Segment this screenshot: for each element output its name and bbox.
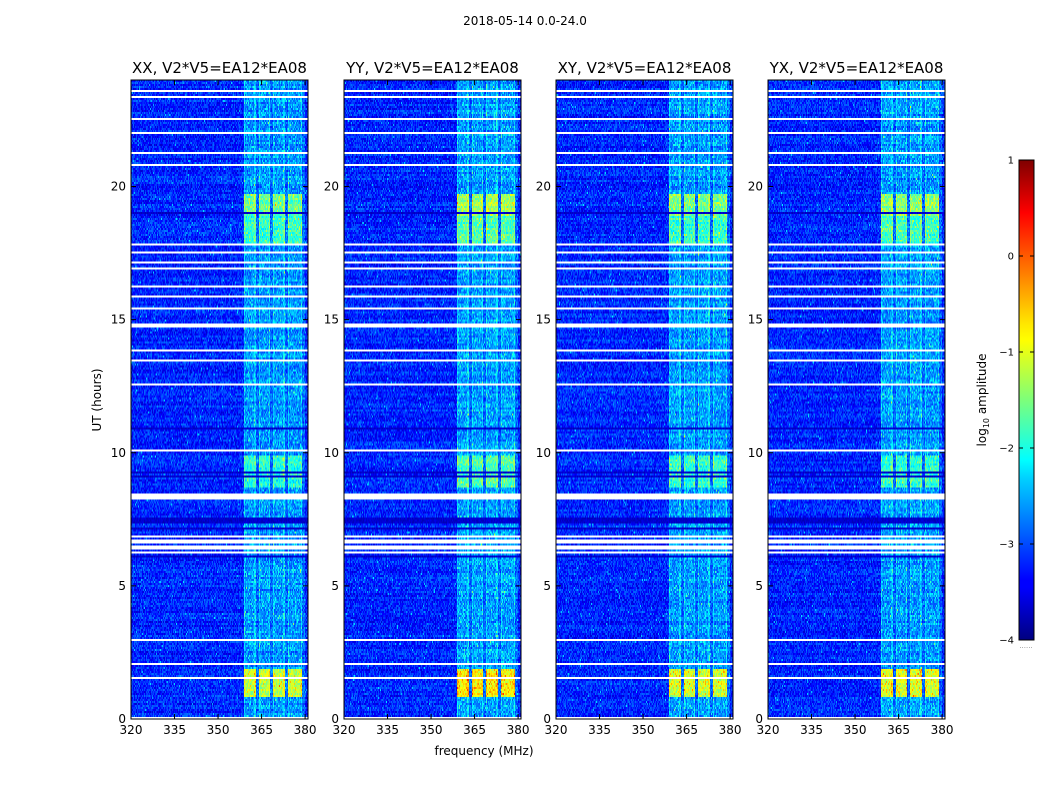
y-tick-label: 15 — [748, 313, 763, 327]
y-tick-label: 15 — [111, 313, 126, 327]
panel-title: XX, V2*V5=EA12*EA08 — [132, 59, 307, 77]
axes-frame — [130, 79, 309, 720]
y-tick-label: 15 — [324, 313, 339, 327]
x-tick-label: 380 — [719, 723, 742, 737]
waterfall-panel-4: YX, V2*V5=EA12*EA08 320 335 350 365 380 0 5 10 15… — [748, 59, 954, 737]
colorbar-label-sub: 10 — [982, 418, 991, 428]
x-tick-label: 365 — [463, 723, 486, 737]
x-tick-label: 350 — [420, 723, 443, 737]
x-tick-label: 320 — [120, 723, 143, 737]
y-tick-label: 0 — [331, 712, 339, 726]
y-tick-label: 0 — [755, 712, 763, 726]
x-tick-label: 335 — [588, 723, 611, 737]
colorbar-label-rest: amplitude — [975, 354, 989, 418]
y-tick-label: 5 — [331, 579, 339, 593]
x-tick-label: 335 — [376, 723, 399, 737]
x-tick-label: 380 — [294, 723, 317, 737]
x-tick-label: 320 — [333, 723, 356, 737]
colorbar-label: log10 amplitude — [975, 354, 991, 447]
y-tick-label: 10 — [324, 446, 339, 460]
waterfall-image — [131, 80, 308, 719]
y-tick-label: 20 — [748, 180, 763, 194]
axes-frame — [555, 79, 734, 720]
axes-frame — [767, 79, 946, 720]
y-tick-label: 10 — [111, 446, 126, 460]
panel-title: YY, V2*V5=EA12*EA08 — [345, 59, 519, 77]
colorbar-tick-label: −3 — [999, 540, 1014, 551]
waterfall-image — [768, 80, 945, 719]
y-tick-label: 5 — [543, 579, 551, 593]
y-axis-label: UT (hours) — [90, 368, 104, 431]
waterfall-panel-1: XX, V2*V5=EA12*EA08 320 335 350 365 380 0 5 10 15… — [111, 59, 317, 737]
x-axis-label: frequency (MHz) — [434, 744, 533, 758]
x-tick-label: 350 — [844, 723, 867, 737]
colorbar-tick-label: 0 — [1008, 252, 1014, 263]
x-tick-label: 335 — [163, 723, 186, 737]
x-tick-label: 365 — [675, 723, 698, 737]
y-tick-label: 0 — [118, 712, 126, 726]
x-tick-label: 335 — [800, 723, 823, 737]
x-tick-label: 320 — [757, 723, 780, 737]
y-tick-label: 0 — [543, 712, 551, 726]
colorbar-tick-label: −4 — [999, 636, 1014, 647]
y-tick-label: 10 — [536, 446, 551, 460]
colorbar-tick-label: −1 — [999, 348, 1014, 359]
x-tick-label: 365 — [887, 723, 910, 737]
panel-title: XY, V2*V5=EA12*EA08 — [558, 59, 732, 77]
colorbar-label-base: log — [975, 428, 989, 446]
y-tick-label: 20 — [324, 180, 339, 194]
y-tick-label: 20 — [111, 180, 126, 194]
waterfall-panel-3: XY, V2*V5=EA12*EA08 320 335 350 365 380 0 5 10 15… — [536, 59, 742, 737]
axes-frame — [343, 79, 522, 720]
waterfall-image — [344, 80, 521, 719]
y-tick-label: 20 — [536, 180, 551, 194]
colorbar-extra-label: ...... — [1019, 642, 1032, 650]
colorbar-tick-label: −2 — [999, 444, 1014, 455]
colorbar-tick-label: 1 — [1008, 156, 1014, 167]
waterfall-image — [556, 80, 733, 719]
y-tick-label: 5 — [755, 579, 763, 593]
y-tick-label: 10 — [748, 446, 763, 460]
y-tick-label: 15 — [536, 313, 551, 327]
x-tick-label: 365 — [250, 723, 273, 737]
x-tick-label: 350 — [207, 723, 230, 737]
x-tick-label: 350 — [632, 723, 655, 737]
figure-title: 2018-05-14 0.0-24.0 — [463, 14, 587, 28]
x-tick-label: 380 — [931, 723, 954, 737]
x-tick-label: 320 — [545, 723, 568, 737]
colorbar-gradient — [1018, 159, 1035, 641]
waterfall-panel-2: YY, V2*V5=EA12*EA08 320 335 350 365 380 0 5 10 15… — [324, 59, 530, 737]
x-tick-label: 380 — [507, 723, 530, 737]
y-tick-label: 5 — [118, 579, 126, 593]
panel-title: YX, V2*V5=EA12*EA08 — [769, 59, 944, 77]
